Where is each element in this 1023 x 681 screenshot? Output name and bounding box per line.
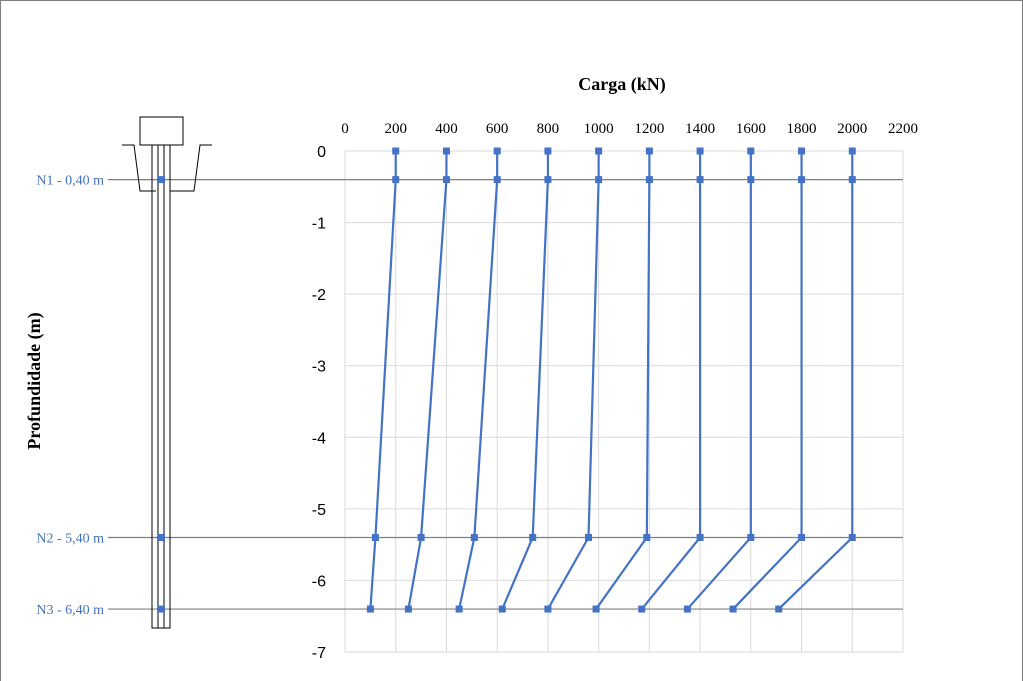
- data-point: [747, 533, 755, 541]
- x-tick-label: 2200: [888, 121, 918, 137]
- data-point: [417, 533, 425, 541]
- y-tick-label: -2: [312, 287, 326, 304]
- x-tick-label: 1200: [634, 121, 664, 137]
- y-tick-label: 0: [317, 144, 326, 161]
- data-point: [645, 147, 653, 155]
- pile-shaft: [151, 144, 171, 629]
- gauge-marker: [158, 533, 165, 541]
- series-line: [686, 151, 752, 610]
- data-point: [696, 176, 704, 184]
- x-tick-label: 400: [435, 121, 458, 137]
- gauge-marker: [158, 605, 165, 613]
- x-tick-label: 1000: [584, 121, 614, 137]
- data-point: [470, 533, 478, 541]
- series-line: [369, 151, 397, 610]
- level-label: N1 - 0,40 m: [36, 174, 104, 189]
- data-point: [595, 176, 603, 184]
- y-tick-label: -4: [312, 430, 326, 447]
- data-point: [529, 533, 537, 541]
- y-tick-label: -3: [312, 359, 326, 376]
- data-point: [683, 605, 691, 613]
- pile-cap: [139, 116, 184, 146]
- data-point: [493, 176, 501, 184]
- excavation-left: [122, 144, 156, 192]
- data-point: [798, 147, 806, 155]
- data-point: [775, 605, 783, 613]
- level-label: N2 - 5,40 m: [36, 531, 104, 546]
- y-tick-labels: 0 -1 -2 -3 -4 -5 -6 -7: [312, 144, 326, 662]
- y-tick-label: -6: [312, 573, 326, 590]
- level-lines: N1 - 0,40 m N2 - 5,40 m N3 - 6,40 m: [36, 174, 903, 618]
- x-tick-label: 200: [384, 121, 407, 137]
- data-point: [442, 147, 450, 155]
- data-point: [747, 147, 755, 155]
- data-point: [848, 176, 856, 184]
- data-point: [592, 605, 600, 613]
- data-point: [366, 605, 374, 613]
- series-group: [366, 147, 856, 613]
- data-point: [498, 605, 506, 613]
- series-line: [595, 151, 651, 610]
- series-line: [732, 151, 803, 610]
- x-tick-label: 0: [341, 121, 349, 137]
- data-point: [696, 147, 704, 155]
- data-point: [493, 147, 501, 155]
- series-line: [777, 151, 854, 610]
- grid: [344, 150, 904, 653]
- y-tick-label: -7: [312, 645, 326, 662]
- data-point: [392, 147, 400, 155]
- data-point: [544, 176, 552, 184]
- y-tick-label: -5: [312, 502, 326, 519]
- data-point: [595, 147, 603, 155]
- y-axis-label: Profundidade (m): [24, 312, 45, 449]
- series-line: [546, 151, 600, 610]
- series-line: [458, 151, 499, 610]
- data-point: [371, 533, 379, 541]
- data-point: [544, 147, 552, 155]
- data-point: [404, 605, 412, 613]
- data-point: [643, 533, 651, 541]
- data-point: [747, 176, 755, 184]
- x-tick-label: 1800: [787, 121, 817, 137]
- series-line: [640, 151, 702, 610]
- data-point: [848, 147, 856, 155]
- data-point: [645, 176, 653, 184]
- data-point: [848, 533, 856, 541]
- data-point: [696, 533, 704, 541]
- x-tick-label: 1600: [736, 121, 766, 137]
- x-tick-label: 1400: [685, 121, 715, 137]
- y-tick-label: -1: [312, 216, 326, 233]
- series-line: [501, 151, 550, 610]
- x-tick-label: 600: [486, 121, 509, 137]
- x-tick-labels: 0 200 400 600 800 1000 1200 1400 1600 1800 2000 220…: [341, 121, 918, 137]
- data-point: [584, 533, 592, 541]
- data-point: [455, 605, 463, 613]
- x-tick-label: 800: [537, 121, 560, 137]
- level-label: N3 - 6,40 m: [36, 603, 104, 618]
- data-point: [544, 605, 552, 613]
- data-point: [798, 176, 806, 184]
- pile-drawing: [122, 116, 212, 629]
- data-point: [798, 533, 806, 541]
- chart-title: Carga (kN): [578, 74, 666, 95]
- series-line: [407, 151, 448, 610]
- x-tick-label: 2000: [837, 121, 867, 137]
- data-point: [442, 176, 450, 184]
- data-point: [638, 605, 646, 613]
- excavation-right: [170, 144, 212, 192]
- gauge-marker: [158, 176, 165, 184]
- data-point: [729, 605, 737, 613]
- data-point: [392, 176, 400, 184]
